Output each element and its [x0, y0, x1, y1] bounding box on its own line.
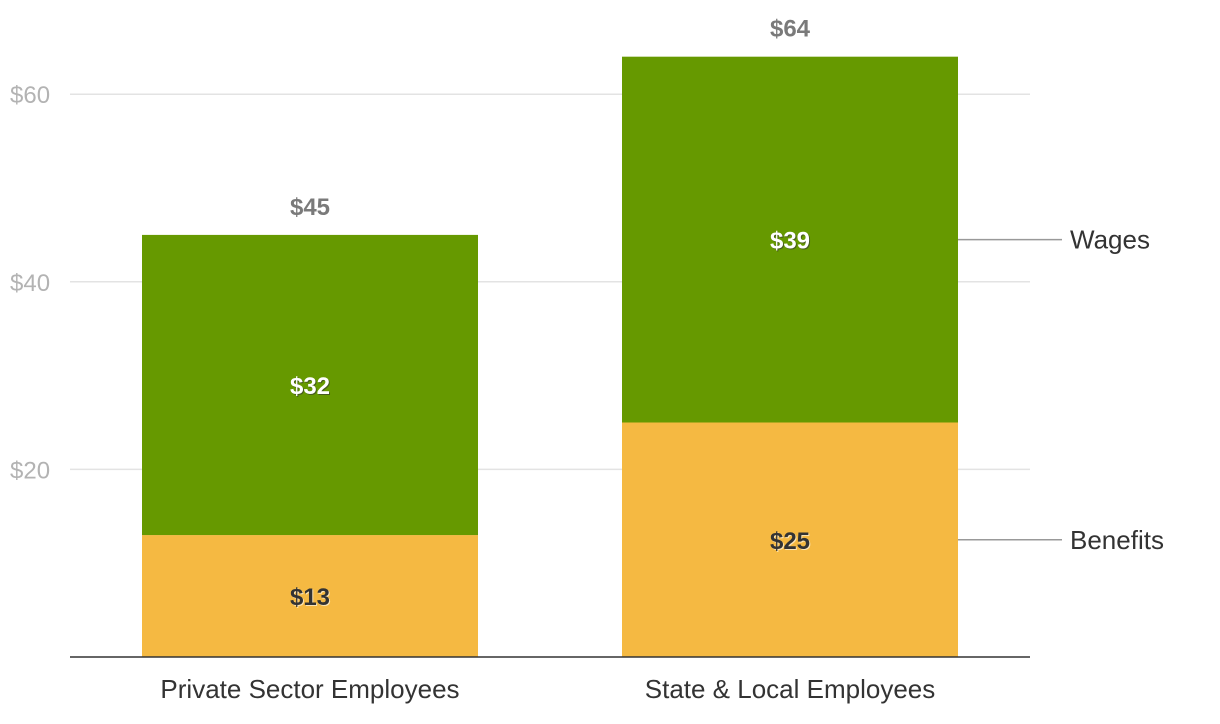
total-labels: $45 $64	[290, 16, 811, 221]
y-tick-label: $60	[10, 82, 50, 109]
x-axis-categories: Private Sector Employees State & Local Em…	[160, 674, 935, 704]
segment-label-shadow: $32	[291, 374, 331, 401]
bar-wages	[622, 56, 958, 423]
bars	[142, 56, 958, 657]
x-category-label: Private Sector Employees	[160, 674, 459, 704]
bar-benefits	[142, 535, 478, 657]
y-tick-label: $20	[10, 457, 50, 484]
y-axis-ticks: $20 $40 $60	[10, 82, 50, 484]
segment-label: $25	[770, 528, 810, 555]
segment-label-shadow: $13	[291, 585, 331, 612]
segment-label: $32	[290, 373, 330, 400]
segment-label-shadow: $25	[771, 529, 811, 556]
y-tick-label: $40	[10, 270, 50, 297]
segment-label: $13	[290, 584, 330, 611]
segment-labels: $13$13$32$32$25$25$39$39	[290, 228, 811, 612]
bar-wages	[142, 234, 478, 536]
segment-label: $39	[770, 228, 810, 255]
bar-benefits	[622, 422, 958, 657]
x-category-label: State & Local Employees	[645, 674, 936, 704]
legend-label-benefits: Benefits	[1070, 525, 1164, 555]
segment-label-shadow: $39	[771, 229, 811, 256]
legend-label-wages: Wages	[1070, 225, 1150, 255]
total-label: $64	[770, 16, 811, 43]
legend: Benefits Wages	[958, 225, 1164, 555]
total-label: $45	[290, 194, 330, 221]
